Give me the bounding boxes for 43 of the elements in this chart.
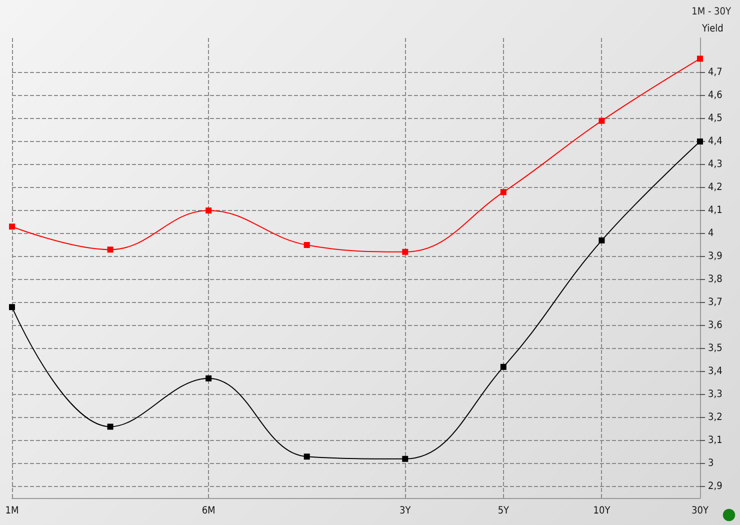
y-tick-label: 3,5 <box>708 343 722 354</box>
y-tick-label: 3 <box>708 458 714 469</box>
point <box>304 242 310 248</box>
y-tick-label: 4,4 <box>708 136 723 147</box>
y-tick-label: 4,2 <box>708 182 722 193</box>
chart-title: 1M - 30Y <box>692 6 732 18</box>
point <box>697 138 703 144</box>
point <box>9 224 15 230</box>
y-tick-label: 4,5 <box>708 113 722 124</box>
point <box>402 456 408 462</box>
y-tick-label: 4,7 <box>708 67 722 78</box>
point <box>9 304 15 310</box>
y-tick-label: 3,2 <box>708 412 722 423</box>
y-tick-label: 3,7 <box>708 297 722 308</box>
point <box>598 118 605 124</box>
y-tick-label: 3,9 <box>708 251 723 262</box>
x-tick-label: 6M <box>202 506 216 516</box>
point <box>107 424 114 430</box>
point <box>402 248 408 255</box>
y-tick-label: 4,1 <box>708 205 722 216</box>
y-tick-label: 3,1 <box>708 435 722 446</box>
point <box>107 246 114 253</box>
x-tick-label: 5Y <box>498 506 510 516</box>
point <box>206 208 212 214</box>
y-tick-label: 3,4 <box>708 366 723 377</box>
x-tick-label: 1M <box>5 506 19 516</box>
point <box>500 364 506 370</box>
y-tick-label: 3,3 <box>708 389 722 400</box>
y-tick-label: 2,9 <box>708 481 723 492</box>
x-tick-label: 30Y <box>692 506 709 516</box>
y-tick-label: 4 <box>708 228 714 239</box>
point <box>304 454 310 460</box>
point <box>206 375 212 382</box>
y-tick-label: 3,6 <box>708 320 723 331</box>
y-tick-label: 3,8 <box>708 274 723 285</box>
x-tick-label: 10Y <box>593 506 611 516</box>
y-tick-label: 4,6 <box>708 90 723 101</box>
point <box>500 189 506 196</box>
x-tick-label: 3Y <box>400 506 412 516</box>
y-tick-label: 4,3 <box>708 159 722 170</box>
point <box>697 56 703 62</box>
y-axis-title: Yield <box>701 24 724 34</box>
point <box>598 237 605 244</box>
